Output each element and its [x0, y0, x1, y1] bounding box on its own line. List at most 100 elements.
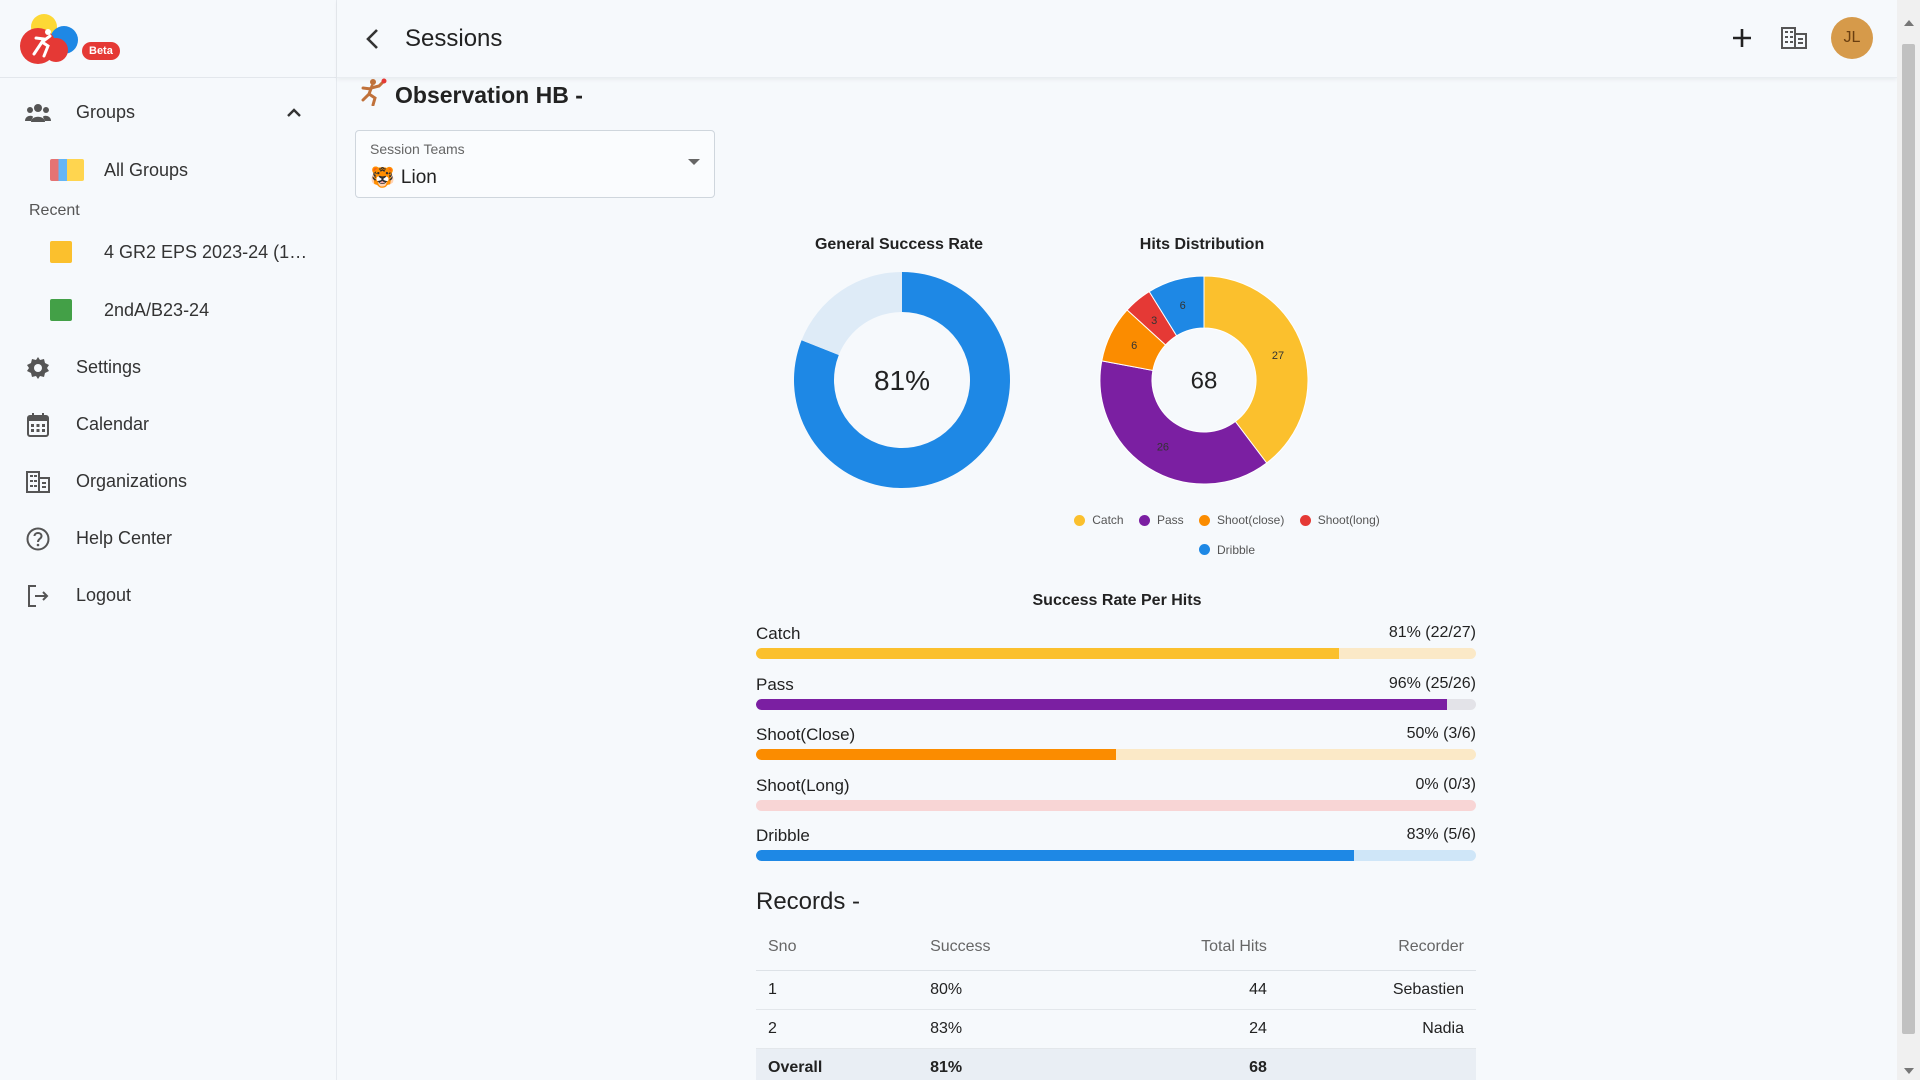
all-groups-icon [50, 159, 84, 181]
vertical-scrollbar[interactable] [1897, 0, 1920, 1080]
cell-total-hits: 44 [1092, 970, 1279, 1010]
table-row-overall: Overall 81% 68 [756, 1048, 1476, 1080]
table-header-row: Sno Success Total Hits Recorder [756, 924, 1476, 971]
hit-bar-row: Shoot(Close) 50% (3/6) [756, 725, 1476, 775]
legend-item-pass[interactable]: Pass [1138, 506, 1184, 534]
hits-distribution-legend: Catch Pass Shoot(close) Shoot(long) Drib… [1057, 506, 1397, 565]
records-title: Records - [756, 888, 861, 915]
handball-player-icon [357, 78, 387, 112]
bar-value-label: 96% (25/26) [1388, 674, 1476, 692]
observation-title: Observation HB - [357, 78, 583, 112]
legend-item-shoot-close[interactable]: Shoot(close) [1198, 506, 1284, 534]
bar-category-label: Pass [756, 674, 794, 694]
data-label: 6 [1180, 300, 1186, 312]
add-icon[interactable] [1727, 23, 1757, 53]
help-icon [24, 525, 52, 553]
records-table: Sno Success Total Hits Recorder 1 80% 44… [756, 924, 1476, 1080]
bar-value-label: 50% (3/6) [1406, 725, 1476, 742]
table-row[interactable]: 1 80% 44 Sebastien [756, 970, 1476, 1010]
avatar[interactable]: JL [1831, 17, 1873, 59]
hit-bar-row: Catch 81% (22/27) [756, 624, 1476, 674]
column-header-sno[interactable]: Sno [756, 924, 919, 971]
progress-fill [756, 850, 1354, 861]
progress-track [756, 698, 1476, 710]
pie-slice-catch[interactable] [1203, 275, 1309, 464]
data-label: 26 [1157, 441, 1169, 453]
chevron-up-icon[interactable] [286, 102, 302, 123]
organization-icon[interactable] [1779, 23, 1809, 53]
cell-success: 81% [918, 1048, 1093, 1080]
calendar-icon [24, 411, 52, 439]
cell-sno: 2 [756, 1009, 919, 1049]
back-arrow-icon[interactable] [357, 24, 387, 54]
general-success-rate-title: General Success Rate [814, 236, 984, 253]
bar-category-label: Shoot(Long) [756, 775, 850, 795]
pie-slice-success[interactable] [794, 272, 1010, 488]
center-label: 81% [874, 365, 930, 396]
bar-category-label: Dribble [756, 826, 810, 845]
groups-icon [24, 99, 52, 127]
beta-badge: Beta [82, 42, 120, 60]
center-label: 68 [1191, 367, 1218, 394]
session-teams-select[interactable]: Session Teams 🐯 Lion [355, 130, 715, 198]
data-label: 3 [1151, 315, 1157, 327]
legend-item-catch[interactable]: Catch [1074, 506, 1124, 534]
column-header-recorder[interactable]: Recorder [1278, 924, 1476, 971]
cell-total-hits: 24 [1092, 1009, 1279, 1049]
cell-sno: Overall [756, 1048, 919, 1080]
hits-distribution-title: Hits Distribution [1139, 236, 1265, 253]
success-rate-per-hits-title: Success Rate Per Hits [1032, 592, 1202, 609]
progress-track [756, 850, 1476, 861]
recent-group-label: 2ndA/B23-24 [104, 299, 210, 320]
main-content: Observation HB - Session Teams 🐯 Lion Ge… [337, 78, 1897, 1080]
sidebar-item-label: Calendar [76, 414, 150, 434]
scrollbar-thumb[interactable] [1902, 44, 1915, 1034]
legend-item-shoot-long[interactable]: Shoot(long) [1299, 506, 1380, 534]
sidebar-item-help-center[interactable]: Help Center [0, 510, 336, 567]
group-color-swatch [50, 241, 72, 263]
header-actions: JL [1727, 17, 1873, 59]
bar-value-label: 81% (22/27) [1388, 624, 1476, 641]
sidebar-item-label: Help Center [76, 528, 173, 548]
logo-area: Beta [0, 0, 336, 78]
scroll-down-icon[interactable] [1904, 1068, 1914, 1074]
sidebar-item-all-groups[interactable]: All Groups [0, 141, 336, 199]
sidebar: Beta Groups All Groups Recent 4 GR2 EPS … [0, 0, 337, 1080]
sidebar-item-settings[interactable]: Settings [0, 339, 336, 396]
cell-total-hits: 68 [1092, 1048, 1279, 1080]
logout-icon [24, 582, 52, 610]
hit-bar-row: Dribble 83% (5/6) [756, 826, 1476, 876]
column-header-success[interactable]: Success [918, 924, 1093, 971]
pie-slice-pass[interactable] [1099, 360, 1268, 485]
pie-slice-dribble[interactable] [1148, 275, 1205, 337]
table-row[interactable]: 2 83% 24 Nadia [756, 1009, 1476, 1049]
cell-sno: 1 [756, 970, 919, 1010]
progress-fill [756, 698, 1448, 710]
column-header-total-hits[interactable]: Total Hits [1092, 924, 1279, 971]
sidebar-item-label: Logout [76, 585, 132, 605]
observation-title-text: Observation HB - [395, 81, 583, 108]
legend-item-dribble[interactable]: Dribble [1198, 536, 1255, 564]
scroll-up-icon[interactable] [1904, 20, 1914, 26]
recent-group-item[interactable]: 2ndA/B23-24 [0, 281, 336, 339]
pie-slice-remaining[interactable] [801, 272, 902, 355]
sidebar-item-logout[interactable]: Logout [0, 567, 336, 624]
cell-success: 80% [918, 970, 1093, 1010]
sidebar-item-organizations[interactable]: Organizations [0, 453, 336, 510]
sidebar-item-calendar[interactable]: Calendar [0, 396, 336, 453]
dropdown-arrow-icon [688, 159, 700, 165]
hit-bar-row: Pass 96% (25/26) [756, 675, 1476, 725]
gear-icon [24, 354, 52, 382]
sidebar-item-label: Groups [76, 102, 136, 122]
app-logo[interactable] [14, 12, 80, 66]
sidebar-item-groups[interactable]: Groups [0, 84, 336, 141]
recent-group-item[interactable]: 4 GR2 EPS 2023-24 (1… [0, 223, 336, 281]
data-label: 6 [1131, 340, 1137, 352]
hits-distribution-chart: 27 26 6 3 6 68 [1099, 275, 1309, 485]
hit-bar-row: Shoot(Long) 0% (0/3) [756, 776, 1476, 826]
cell-recorder: Nadia [1278, 1009, 1476, 1049]
session-teams-label: Session Teams [370, 141, 465, 157]
page-title: Sessions [405, 24, 503, 52]
progress-fill [756, 749, 1116, 760]
top-header: Sessions JL [337, 0, 1897, 78]
